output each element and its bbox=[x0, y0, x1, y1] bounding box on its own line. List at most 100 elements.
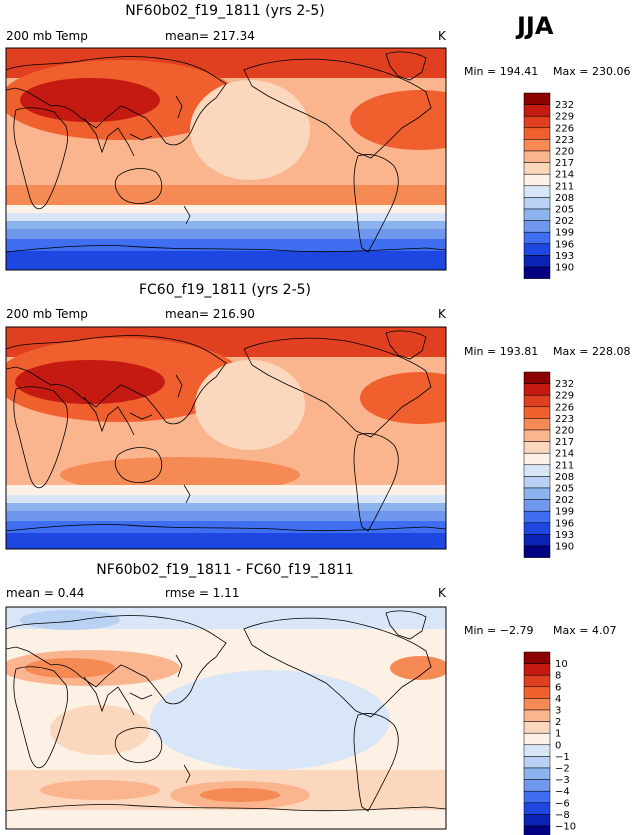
colorbar-swatch bbox=[523, 674, 551, 688]
panel-3-center-label: rmse = 1.11 bbox=[165, 586, 240, 600]
colorbar-tick-label: −10 bbox=[555, 822, 576, 833]
panel-2-units: K bbox=[438, 307, 446, 321]
colorbar-swatch bbox=[523, 522, 551, 535]
panel-1-max: Max = 230.06 bbox=[553, 65, 631, 78]
colorbar-tick-label: −8 bbox=[555, 810, 570, 821]
colorbar-swatch bbox=[523, 406, 551, 419]
colorbar-tick-label: −1 bbox=[555, 752, 570, 763]
colorbar-tick-label: 196 bbox=[555, 239, 574, 250]
colorbar-swatch bbox=[523, 790, 551, 804]
colorbar-tick-label: −4 bbox=[555, 787, 570, 798]
panel-2-frame bbox=[5, 326, 447, 550]
colorbar-swatch bbox=[523, 721, 551, 734]
colorbar-swatch bbox=[523, 709, 551, 722]
colorbar-tick-label: 8 bbox=[555, 671, 561, 682]
colorbar-tick-label: 226 bbox=[555, 402, 574, 413]
colorbar-swatch bbox=[523, 744, 551, 757]
colorbar-tick-label: 211 bbox=[555, 181, 574, 192]
colorbar-swatch bbox=[523, 197, 551, 210]
colorbar-swatch bbox=[523, 802, 551, 815]
panel-1-units: K bbox=[438, 29, 446, 43]
colorbar-tick-label: 2 bbox=[555, 717, 561, 728]
colorbar-tick-label: 214 bbox=[555, 449, 574, 460]
colorbar-swatch bbox=[523, 441, 551, 454]
colorbar-swatch bbox=[523, 139, 551, 152]
colorbar-1: 2322292262232202172142112082052021991961… bbox=[523, 92, 574, 279]
colorbar-swatch bbox=[523, 686, 551, 699]
colorbar-swatch bbox=[523, 698, 551, 711]
panel-1-left-label: 200 mb Temp bbox=[6, 29, 88, 43]
colorbar-tick-label: 190 bbox=[555, 263, 574, 274]
colorbar-swatch bbox=[523, 429, 551, 442]
colorbar-swatch bbox=[523, 208, 551, 221]
colorbar-swatch bbox=[523, 115, 551, 129]
colorbar-swatch bbox=[523, 476, 551, 489]
colorbar-tick-label: 208 bbox=[555, 472, 574, 483]
colorbar-swatch bbox=[523, 825, 551, 835]
panel-1-min: Min = 194.41 bbox=[464, 65, 539, 78]
panel-2-max: Max = 228.08 bbox=[553, 345, 631, 358]
colorbar-swatch bbox=[523, 452, 551, 466]
colorbar-swatch bbox=[523, 255, 551, 268]
colorbar-swatch bbox=[523, 418, 551, 431]
panel-3-title: NF60b02_f19_1811 - FC60_f19_1811 bbox=[96, 562, 354, 578]
colorbar-tick-label: 223 bbox=[555, 135, 574, 146]
colorbar-swatch bbox=[523, 487, 551, 500]
colorbar-swatch bbox=[523, 243, 551, 256]
colorbar-tick-label: 223 bbox=[555, 414, 574, 425]
colorbar-swatch bbox=[523, 104, 551, 117]
colorbar-swatch bbox=[523, 814, 551, 827]
colorbar-swatch bbox=[523, 545, 551, 558]
colorbar-tick-label: 217 bbox=[555, 437, 574, 448]
colorbar-swatch bbox=[523, 266, 551, 279]
panel-2-title: FC60_f19_1811 (yrs 2-5) bbox=[138, 282, 312, 298]
colorbar-swatch bbox=[523, 651, 551, 664]
colorbar-swatch bbox=[523, 92, 551, 105]
colorbar-tick-label: 220 bbox=[555, 147, 574, 158]
colorbar-swatch bbox=[523, 499, 551, 512]
colorbar-tick-label: 229 bbox=[555, 391, 574, 402]
colorbar-swatch bbox=[523, 127, 551, 140]
colorbar-swatch bbox=[523, 534, 551, 547]
panel-3-units: K bbox=[438, 586, 446, 600]
colorbar-swatch bbox=[523, 383, 551, 396]
colorbar-swatch bbox=[523, 510, 551, 524]
colorbar-tick-label: 217 bbox=[555, 158, 574, 169]
colorbar-tick-label: 0 bbox=[555, 740, 561, 751]
colorbar-tick-label: 10 bbox=[555, 659, 568, 670]
panel-2-left-label: 200 mb Temp bbox=[6, 307, 88, 321]
colorbar-tick-label: 196 bbox=[555, 518, 574, 529]
colorbar-swatch bbox=[523, 162, 551, 175]
colorbar-tick-label: 1 bbox=[555, 729, 561, 740]
colorbar-swatch bbox=[523, 185, 551, 198]
season-label: JJA bbox=[517, 12, 554, 40]
colorbar-tick-label: 202 bbox=[555, 216, 574, 227]
colorbar-tick-label: 3 bbox=[555, 706, 561, 717]
colorbar-tick-label: 232 bbox=[555, 379, 574, 390]
colorbar-swatch bbox=[523, 767, 551, 780]
colorbar-swatch bbox=[523, 756, 551, 769]
colorbar-tick-label: −2 bbox=[555, 764, 570, 775]
colorbar-tick-label: 190 bbox=[555, 542, 574, 553]
colorbar-swatch bbox=[523, 663, 551, 676]
colorbar-tick-label: 193 bbox=[555, 530, 574, 541]
panel-1-center-label: mean= 217.34 bbox=[165, 29, 255, 43]
panel-1-title: NF60b02_f19_1811 (yrs 2-5) bbox=[125, 3, 325, 19]
colorbar-tick-label: 226 bbox=[555, 123, 574, 134]
colorbar-swatch bbox=[523, 231, 551, 245]
colorbar-tick-label: −3 bbox=[555, 775, 570, 786]
colorbar-tick-label: 199 bbox=[555, 228, 574, 239]
panel-3-left-label: mean = 0.44 bbox=[6, 586, 85, 600]
panel-3-max: Max = 4.07 bbox=[553, 624, 617, 637]
colorbar-tick-label: 214 bbox=[555, 170, 574, 181]
colorbar-tick-label: 6 bbox=[555, 682, 561, 693]
colorbar-tick-label: 4 bbox=[555, 694, 561, 705]
colorbar-tick-label: 211 bbox=[555, 460, 574, 471]
colorbar-tick-label: 220 bbox=[555, 426, 574, 437]
panel-2-center-label: mean= 216.90 bbox=[165, 307, 255, 321]
colorbar-swatch bbox=[523, 150, 551, 163]
colorbar-tick-label: 232 bbox=[555, 100, 574, 111]
colorbar-2: 2322292262232202172142112082052021991961… bbox=[523, 371, 574, 558]
